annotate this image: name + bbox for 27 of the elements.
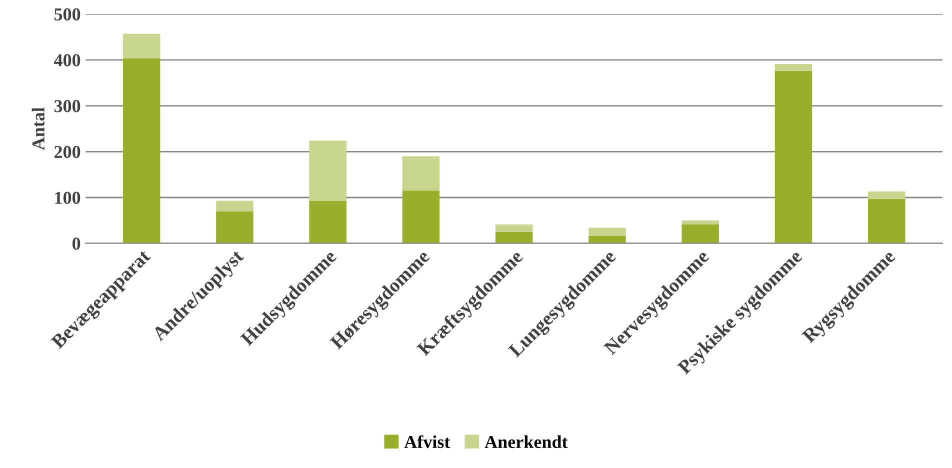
bar <box>122 34 160 59</box>
bar <box>402 190 440 244</box>
bar <box>309 200 346 244</box>
y-tick-label: 100 <box>55 192 80 204</box>
bar <box>774 70 812 244</box>
bar <box>402 156 440 191</box>
y-tick-label: 300 <box>54 100 80 112</box>
y-tick-label: 0 <box>72 238 80 250</box>
bar <box>495 232 533 244</box>
y-axis-title: Antal <box>32 107 45 150</box>
bar <box>868 198 906 244</box>
bar <box>495 224 533 232</box>
bar <box>122 58 160 244</box>
bar <box>868 192 906 199</box>
bar <box>216 211 254 244</box>
legend-label: Afvist <box>404 435 450 448</box>
bar <box>774 64 812 71</box>
y-tick-label: 200 <box>54 146 80 158</box>
bar <box>682 224 719 244</box>
bar <box>682 220 719 225</box>
bar <box>588 236 626 244</box>
y-tick-label: 400 <box>54 54 80 66</box>
bar <box>588 228 626 236</box>
legend-label: Anerkendt <box>484 435 568 448</box>
y-tick-label: 500 <box>54 8 80 20</box>
bar <box>309 140 346 201</box>
bar <box>216 200 254 212</box>
